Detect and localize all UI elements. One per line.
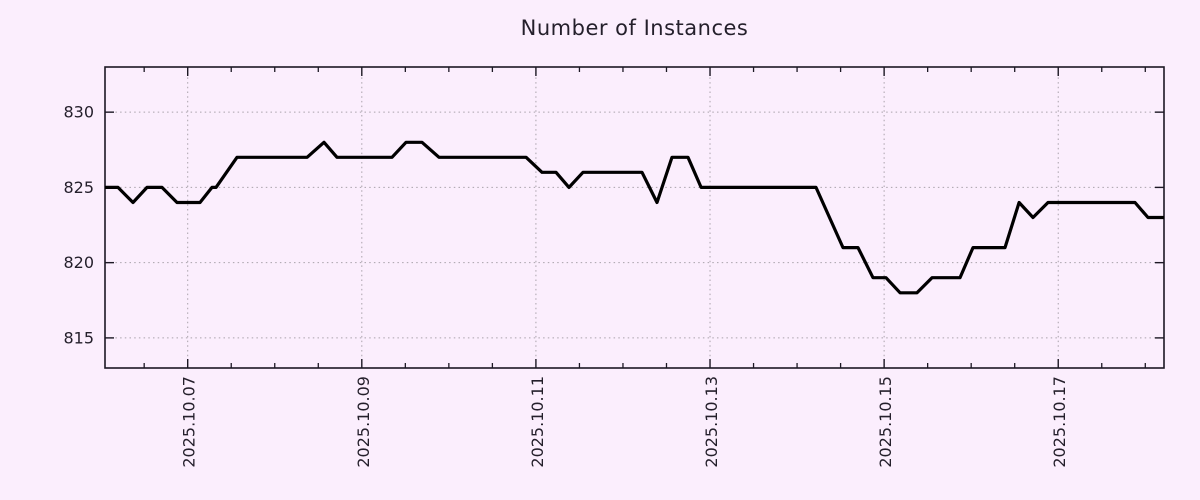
x-tick-label: 2025.10.15 <box>876 376 895 468</box>
y-tick-label: 830 <box>63 103 94 122</box>
chart-title: Number of Instances <box>520 16 749 40</box>
x-tick-label: 2025.10.13 <box>702 376 721 468</box>
y-tick-label: 825 <box>63 178 94 197</box>
y-tick-label: 815 <box>63 328 94 347</box>
series-line-instances <box>105 140 1164 295</box>
x-tick-label: 2025.10.09 <box>354 376 373 468</box>
y-tick-label: 820 <box>63 253 94 272</box>
x-tick-label: 2025.10.11 <box>528 376 547 468</box>
x-tick-label: 2025.10.17 <box>1050 376 1069 468</box>
x-tick-label: 2025.10.07 <box>180 376 199 468</box>
